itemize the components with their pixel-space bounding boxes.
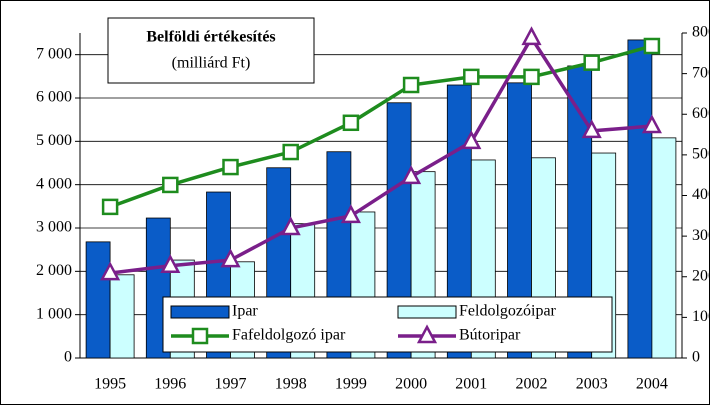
legend-label: Feldolgozóipar <box>459 303 557 320</box>
x-tick-label: 1995 <box>94 376 126 393</box>
bar <box>627 39 653 359</box>
marker <box>280 216 301 236</box>
y2-tick-label: 600 <box>692 105 710 122</box>
legend-label: Bútoripar <box>459 327 521 344</box>
marker <box>100 261 121 281</box>
legend-box <box>162 296 613 353</box>
legend-swatch <box>170 305 230 319</box>
x-tick-label: 1996 <box>154 376 186 393</box>
y-tick-label: 1 000 <box>36 305 72 322</box>
marker <box>340 204 361 224</box>
y-tick-label: 6 000 <box>36 89 72 106</box>
y2-tick-label: 800 <box>692 24 710 41</box>
y2-tick-label: 200 <box>692 267 710 284</box>
x-tick-label: 2000 <box>395 376 427 393</box>
x-tick-label: 2002 <box>516 376 548 393</box>
marker <box>222 158 239 176</box>
marker <box>342 114 360 132</box>
marker <box>463 68 480 86</box>
y-tick-label: 4 000 <box>36 175 72 192</box>
y-tick-label: 2 000 <box>36 262 72 279</box>
line <box>109 34 653 275</box>
legend-label: Fafeldolgozó ipar <box>232 327 346 344</box>
y2-tick-label: 0 <box>692 349 700 366</box>
legend: Ipar Feldolgozóipar Fafeldolgozó ipar Bútor… <box>162 296 613 353</box>
y2-tick-label: 500 <box>692 146 710 163</box>
chart-title: Belföldi értékesítés <box>146 29 275 46</box>
marker <box>191 327 209 345</box>
x-tick-label: 1998 <box>275 376 307 393</box>
marker <box>523 68 540 86</box>
marker <box>461 130 482 150</box>
y2-tick-label: 300 <box>692 227 710 244</box>
marker <box>162 176 179 194</box>
marker <box>581 119 602 139</box>
bar <box>109 274 135 359</box>
y2-tick-label: 400 <box>692 186 710 203</box>
title-box <box>107 17 315 84</box>
line <box>109 44 653 209</box>
x-tick-label: 1997 <box>215 376 247 393</box>
bar <box>85 241 111 359</box>
y-tick-label: 0 <box>64 349 72 366</box>
marker <box>416 324 438 344</box>
y-tick-label: 5 000 <box>36 132 72 149</box>
y-tick-label: 3 000 <box>36 219 72 236</box>
y-tick-label: 7 000 <box>36 45 72 62</box>
x-tick-label: 1999 <box>335 376 367 393</box>
chart-subtitle: (milliárd Ft) <box>172 55 251 72</box>
marker <box>402 76 420 94</box>
y2-tick-label: 100 <box>692 308 710 325</box>
marker <box>282 143 299 161</box>
marker <box>641 114 662 134</box>
marker <box>101 198 119 216</box>
legend-label: Ipar <box>232 303 258 320</box>
x-tick-label: 2004 <box>636 376 668 393</box>
marker <box>643 37 661 55</box>
marker <box>220 248 241 268</box>
y2-tick-label: 700 <box>692 64 710 81</box>
marker <box>521 26 542 46</box>
marker <box>160 254 181 274</box>
marker <box>583 54 600 71</box>
x-tick-label: 2003 <box>576 376 608 393</box>
bar <box>651 137 677 359</box>
marker <box>401 165 422 185</box>
x-tick-label: 2001 <box>455 376 487 393</box>
legend-swatch <box>397 305 457 319</box>
